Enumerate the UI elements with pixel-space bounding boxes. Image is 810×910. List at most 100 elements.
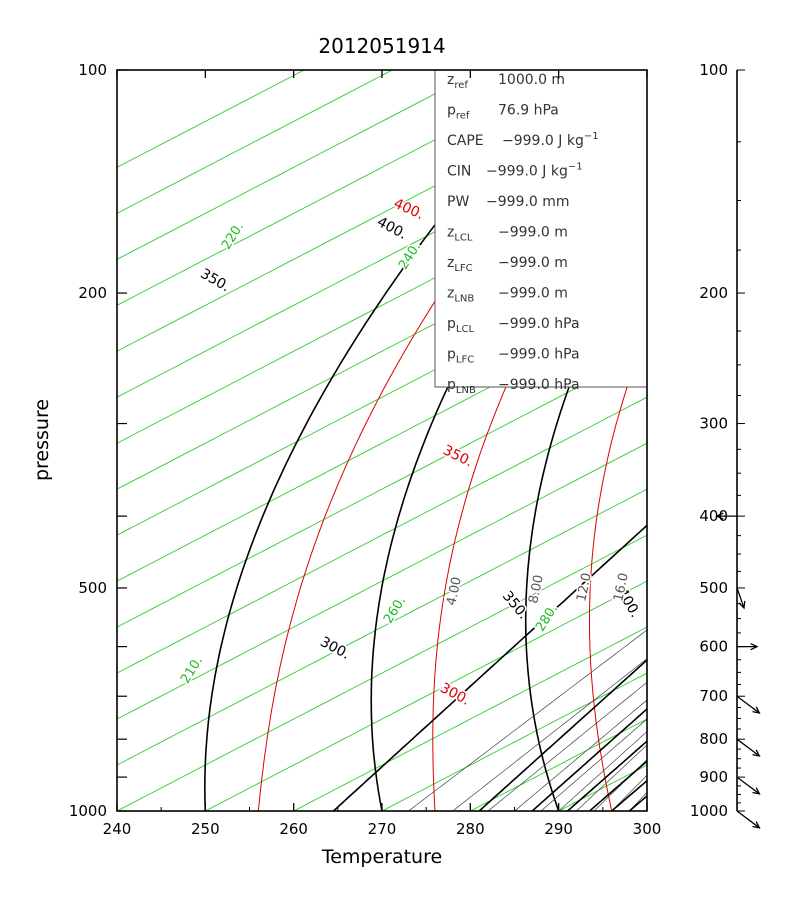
y-tick-label: 200 [78, 284, 107, 302]
wind-barb [715, 512, 737, 520]
moist-pseudoadiabat-line [531, 707, 647, 811]
x-tick-label: 270 [368, 820, 397, 838]
info-row: zLCL −999.0 m [447, 225, 568, 244]
wind-axis-label: 500 [699, 579, 728, 597]
moist-pseudoadiabat-line [611, 779, 647, 811]
moist-adiabat-label: 350. [440, 442, 475, 470]
wind-barb-shaft [736, 695, 760, 714]
wind-axis-label: 900 [699, 768, 728, 786]
info-box [434, 69, 648, 388]
wind-barb-head [738, 600, 746, 610]
moist-adiabat-line [257, 70, 610, 811]
dry-adiabat-line [805, 70, 810, 811]
wind-barb-head [752, 749, 761, 757]
mixing-ratio-label: 8.00 [526, 574, 547, 605]
x-tick-label: 250 [191, 820, 220, 838]
dry-adiabat-label: 350. [198, 266, 233, 295]
info-row: zref 1000.0 m [447, 72, 565, 91]
moist-pseudoadiabat-line [646, 809, 647, 811]
isotherm-line [293, 626, 647, 811]
wind-barb-head [715, 512, 724, 520]
y-tick-label: 100 [78, 61, 107, 79]
mixing-ratio-line [408, 629, 647, 811]
isotherm-label: 210. [178, 654, 206, 687]
y-tick-label: 1000 [69, 802, 107, 820]
wind-axis-label: 800 [699, 730, 728, 748]
wind-barb-head [752, 821, 761, 829]
moist-adiabat-line [733, 70, 810, 811]
dry-adiabat-line [203, 70, 565, 811]
info-row: pLCL −999.0 hPa [447, 316, 580, 335]
wind-barb [736, 738, 761, 757]
moist-pseudoadiabat-line [628, 794, 647, 811]
moist-pseudoadiabat-line [589, 760, 647, 811]
wind-barb-shaft [736, 587, 745, 609]
wind-axis-label: 400 [699, 507, 728, 525]
wind-barb-shaft [736, 738, 760, 757]
x-tick-label: 290 [544, 820, 573, 838]
info-row: pLNB −999.0 hPa [447, 377, 580, 396]
dry-adiabat-label: 400. [374, 214, 409, 243]
isotherm-line [470, 718, 647, 811]
isotherm-line [117, 488, 647, 766]
isotherm-line [117, 166, 647, 444]
x-tick-label: 240 [103, 820, 132, 838]
mixing-ratio-line [514, 699, 647, 811]
mixing-ratio-line [611, 774, 647, 811]
x-axis: 240 250 260 270 280 290 300 [103, 70, 662, 838]
info-row: pref 76.9 hPa [447, 103, 559, 122]
isotherm-line [646, 810, 647, 811]
dry-adiabat-line [670, 70, 810, 811]
wind-barbs [715, 512, 761, 829]
isotherm-label: 220. [219, 220, 247, 253]
info-box-rows: zref 1000.0 m pref 76.9 hPa CAPE −999.0 J kg−… [447, 72, 599, 396]
wind-axis-label: 200 [699, 284, 728, 302]
isotherm-line [117, 396, 647, 674]
wind-barb-head [750, 642, 759, 651]
isotherm-line [117, 70, 482, 260]
chart-title: 2012051914 [318, 34, 445, 58]
wind-barb [736, 695, 761, 714]
wind-axis-label: 300 [699, 415, 728, 433]
info-row: zLFC −999.0 m [447, 255, 568, 274]
isotherm-line [205, 580, 647, 811]
isotherm-label: 260. [381, 594, 409, 627]
info-row: CAPE −999.0 J kg−1 [447, 131, 599, 149]
plot-lines [117, 70, 810, 811]
mixing-ratio-line [540, 718, 647, 811]
info-row: pLFC −999.0 hPa [447, 347, 580, 366]
mixing-ratio-line [558, 731, 647, 811]
mixing-ratio-label: 16.0 [611, 572, 632, 603]
wind-barb [736, 776, 761, 795]
mixing-ratio-label: 4.00 [444, 576, 465, 607]
isotherm-line [117, 70, 393, 214]
wind-axis-label: 600 [699, 638, 728, 656]
mixing-ratio-line [593, 759, 647, 811]
info-row: CIN −999.0 J kg−1 [447, 162, 583, 180]
mixing-ratio-line [629, 791, 647, 811]
info-row: zLNB −999.0 m [447, 286, 568, 305]
moist-adiabat-label: 400. [391, 196, 426, 223]
y-tick-label: 500 [78, 579, 107, 597]
wind-barb-head [752, 706, 761, 714]
wind-barb-shaft [736, 810, 760, 829]
y-axis-title: pressure [31, 399, 53, 481]
moist-adiabat-label: 300. [437, 680, 472, 709]
x-axis-title: Temperature [321, 846, 442, 868]
moist-pseudoadiabat-line [478, 658, 647, 811]
mixing-ratio-line [452, 658, 647, 811]
moist-pseudoadiabat-line [566, 740, 647, 811]
wind-barb [736, 810, 761, 829]
mixing-ratio-line [576, 744, 647, 811]
x-tick-label: 300 [633, 820, 662, 838]
mixing-ratio-line [487, 681, 647, 811]
wind-axis-label: 1000 [690, 802, 728, 820]
wind-axis-label: 100 [699, 61, 728, 79]
isotherm-line [117, 534, 647, 811]
x-tick-label: 260 [279, 820, 308, 838]
mixing-ratio-label: 12.0 [574, 572, 595, 603]
wind-barb [736, 587, 746, 610]
wind-barb-head [752, 787, 761, 795]
